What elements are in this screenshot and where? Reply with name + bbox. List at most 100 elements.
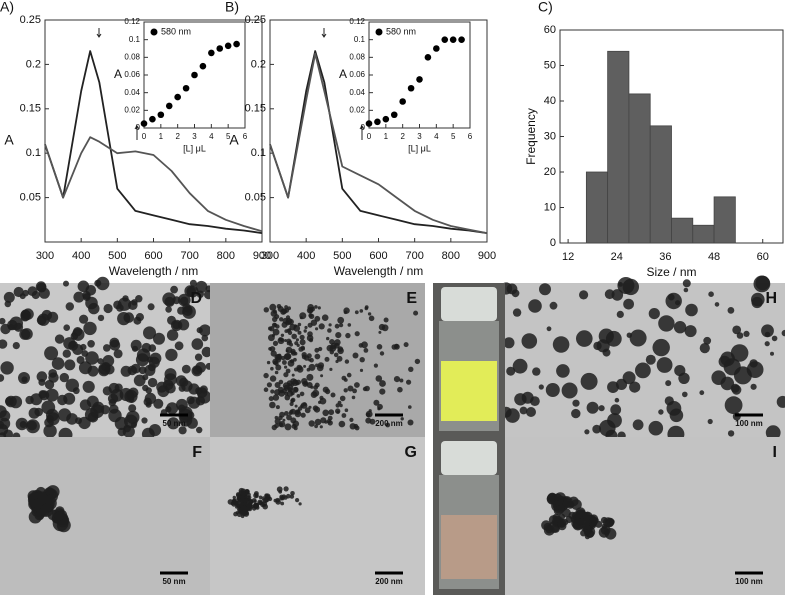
particle bbox=[584, 429, 590, 435]
particle bbox=[629, 329, 647, 347]
point bbox=[233, 40, 240, 48]
particle bbox=[604, 289, 615, 300]
particle bbox=[354, 331, 360, 337]
point bbox=[433, 45, 440, 52]
particle bbox=[278, 337, 283, 341]
particle bbox=[130, 339, 142, 351]
y-tick-label: 0.2 bbox=[251, 58, 266, 70]
particle bbox=[764, 331, 771, 338]
particle bbox=[268, 396, 274, 402]
point bbox=[390, 111, 398, 119]
particle bbox=[286, 414, 292, 421]
particle bbox=[36, 371, 48, 382]
particle bbox=[755, 275, 770, 291]
particle bbox=[724, 396, 743, 415]
particle bbox=[0, 424, 9, 436]
point bbox=[182, 84, 190, 92]
particle bbox=[188, 396, 201, 409]
particle bbox=[186, 417, 198, 429]
particle bbox=[635, 362, 651, 379]
y-tick-label: 40 bbox=[544, 95, 556, 107]
particle bbox=[352, 388, 357, 394]
particle bbox=[282, 418, 286, 422]
particle bbox=[278, 422, 284, 428]
histogram-bar bbox=[713, 196, 736, 244]
particle bbox=[0, 374, 5, 382]
particle bbox=[142, 384, 149, 392]
y-tick-label: 0.08 bbox=[124, 52, 140, 61]
particle bbox=[665, 380, 672, 387]
particle bbox=[274, 370, 279, 375]
particle bbox=[289, 342, 293, 347]
particle bbox=[303, 329, 307, 333]
particle bbox=[610, 404, 622, 416]
particle bbox=[344, 359, 350, 364]
particle bbox=[408, 405, 412, 409]
particle bbox=[283, 495, 288, 500]
particle bbox=[359, 309, 364, 313]
particle bbox=[274, 415, 279, 420]
particle bbox=[556, 364, 570, 378]
particle bbox=[241, 505, 247, 511]
particle bbox=[315, 327, 319, 331]
particle bbox=[275, 497, 280, 503]
particle bbox=[589, 522, 596, 528]
particle bbox=[678, 372, 690, 384]
panel-letter: H bbox=[765, 290, 777, 307]
particle bbox=[301, 346, 305, 351]
particle bbox=[599, 419, 616, 437]
particle bbox=[776, 395, 785, 408]
histogram-bar bbox=[628, 93, 651, 244]
point bbox=[208, 49, 215, 57]
particle bbox=[97, 358, 104, 365]
particle bbox=[354, 425, 360, 431]
particle bbox=[148, 356, 160, 368]
spectrum-line bbox=[269, 52, 488, 234]
particle bbox=[346, 372, 352, 378]
particle bbox=[306, 373, 314, 381]
particle bbox=[317, 306, 321, 310]
x-tick-label: 800 bbox=[442, 250, 460, 262]
particle bbox=[274, 354, 281, 360]
particle bbox=[339, 395, 346, 402]
particle bbox=[327, 328, 332, 333]
point bbox=[424, 54, 432, 61]
x-axis-label: [L] μL bbox=[183, 143, 206, 153]
particle bbox=[170, 319, 183, 332]
particle bbox=[181, 364, 191, 374]
particle bbox=[622, 278, 639, 296]
particle bbox=[503, 337, 515, 349]
x-tick-label: 5 bbox=[226, 132, 231, 141]
particle bbox=[336, 410, 340, 414]
x-tick-label: 0 bbox=[367, 132, 372, 141]
particle bbox=[57, 394, 68, 406]
particle bbox=[73, 327, 83, 337]
particle bbox=[351, 395, 356, 400]
micrograph: E 200 nm bbox=[210, 283, 425, 437]
particle bbox=[321, 314, 329, 322]
particle bbox=[46, 412, 60, 426]
particle bbox=[298, 502, 302, 506]
particle bbox=[403, 342, 409, 348]
particle bbox=[324, 356, 330, 362]
particle bbox=[87, 365, 99, 377]
particle bbox=[328, 323, 332, 327]
particle bbox=[19, 328, 31, 340]
particle bbox=[552, 336, 570, 353]
particle bbox=[113, 349, 123, 359]
particle bbox=[63, 324, 70, 332]
particle bbox=[615, 378, 628, 390]
particle bbox=[329, 367, 333, 371]
particle bbox=[334, 323, 340, 329]
particle bbox=[413, 310, 419, 316]
particle bbox=[36, 315, 47, 326]
particle bbox=[79, 314, 89, 324]
x-tick-label: 3 bbox=[417, 132, 422, 141]
particle bbox=[274, 382, 281, 388]
particle bbox=[82, 380, 95, 393]
particle bbox=[297, 322, 302, 327]
particle bbox=[326, 336, 330, 341]
particle bbox=[407, 419, 414, 426]
particle bbox=[375, 375, 383, 382]
particle bbox=[245, 489, 249, 493]
